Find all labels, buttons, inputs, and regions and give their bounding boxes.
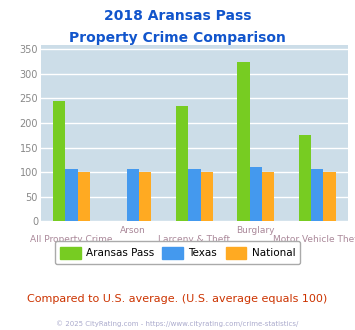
Text: Larceny & Theft: Larceny & Theft [158, 235, 230, 244]
Text: Motor Vehicle Theft: Motor Vehicle Theft [273, 235, 355, 244]
Bar [127, 169, 139, 221]
Bar [65, 169, 78, 221]
Bar [188, 169, 201, 221]
Bar [176, 106, 188, 221]
Bar [139, 172, 151, 221]
Bar [262, 172, 274, 221]
Bar [78, 172, 90, 221]
Text: 2018 Aransas Pass: 2018 Aransas Pass [104, 9, 251, 23]
Bar [250, 167, 262, 221]
Legend: Aransas Pass, Texas, National: Aransas Pass, Texas, National [55, 241, 300, 264]
Text: © 2025 CityRating.com - https://www.cityrating.com/crime-statistics/: © 2025 CityRating.com - https://www.city… [56, 321, 299, 327]
Bar [53, 101, 65, 221]
Text: Compared to U.S. average. (U.S. average equals 100): Compared to U.S. average. (U.S. average … [27, 294, 328, 304]
Bar [311, 169, 323, 221]
Bar [323, 172, 335, 221]
Bar [237, 62, 250, 221]
Text: Burglary: Burglary [236, 226, 275, 235]
Bar [201, 172, 213, 221]
Text: Arson: Arson [120, 226, 146, 235]
Bar [299, 135, 311, 221]
Text: Property Crime Comparison: Property Crime Comparison [69, 31, 286, 45]
Text: All Property Crime: All Property Crime [30, 235, 113, 244]
